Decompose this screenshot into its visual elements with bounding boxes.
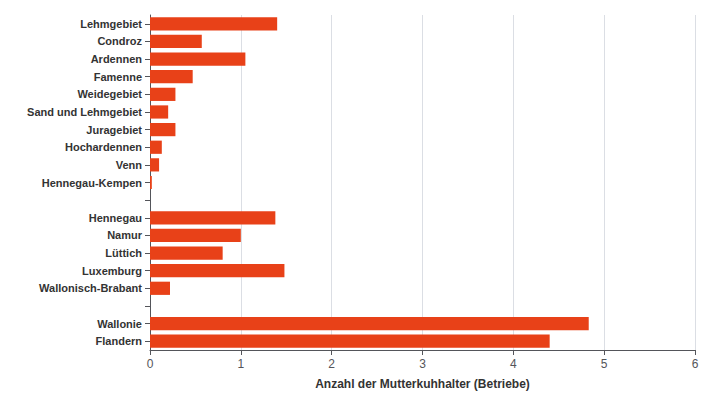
svg-text:Ardennen: Ardennen	[91, 53, 143, 65]
svg-text:3: 3	[419, 357, 426, 371]
svg-text:Venn: Venn	[116, 159, 143, 171]
svg-text:Wallonisch-Brabant: Wallonisch-Brabant	[39, 282, 142, 294]
svg-text:4: 4	[510, 357, 517, 371]
svg-text:0: 0	[147, 357, 154, 371]
svg-text:Hennegau-Kempen: Hennegau-Kempen	[42, 177, 143, 189]
svg-text:Lehmgebiet: Lehmgebiet	[80, 18, 142, 30]
svg-text:Namur: Namur	[107, 229, 143, 241]
svg-text:Hochardennen: Hochardennen	[65, 141, 142, 153]
svg-text:Famenne: Famenne	[94, 71, 142, 83]
svg-text:Sand und Lehmgebiet: Sand und Lehmgebiet	[27, 106, 142, 118]
svg-text:Luxemburg: Luxemburg	[82, 265, 142, 277]
svg-text:Wallonie: Wallonie	[97, 318, 142, 330]
svg-text:Hennegau: Hennegau	[89, 212, 142, 224]
svg-text:Condroz: Condroz	[97, 35, 142, 47]
svg-text:1: 1	[237, 357, 244, 371]
svg-text:2: 2	[328, 357, 335, 371]
svg-text:Anzahl der Mutterkuhhalter (Be: Anzahl der Mutterkuhhalter (Betriebe)	[315, 377, 530, 391]
svg-text:6: 6	[692, 357, 699, 371]
svg-text:5: 5	[601, 357, 608, 371]
svg-text:Juragebiet: Juragebiet	[86, 124, 142, 136]
svg-text:Weidegebiet: Weidegebiet	[77, 88, 142, 100]
svg-text:Lüttich: Lüttich	[105, 247, 142, 259]
svg-text:Flandern: Flandern	[96, 335, 143, 347]
